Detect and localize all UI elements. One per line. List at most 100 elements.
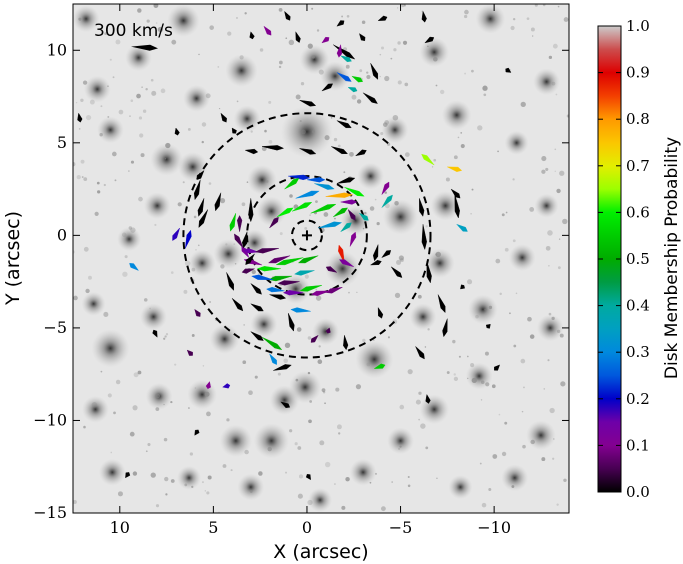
background-speckle (297, 446, 302, 450)
background-star-21 (430, 190, 461, 221)
background-speckle (324, 402, 326, 405)
velocity-arrow-108 (447, 166, 463, 172)
velocity-arrow-67 (442, 318, 448, 338)
background-speckle (362, 227, 365, 230)
y-tick-label: −10 (33, 410, 67, 429)
background-speckle (248, 390, 253, 396)
background-star-43 (187, 379, 217, 410)
background-speckle (165, 493, 168, 496)
background-speckle (311, 130, 315, 134)
velocity-arrow-11 (333, 207, 349, 218)
background-speckle (73, 295, 78, 301)
velocity-arrows (77, 10, 512, 481)
background-star-48 (237, 473, 265, 501)
background-speckle (99, 133, 103, 137)
velocity-arrow-55 (231, 298, 244, 312)
background-speckle (130, 227, 136, 233)
velocity-arrow-94 (321, 83, 334, 92)
background-speckle (464, 14, 468, 19)
velocity-arrow-24 (294, 270, 315, 276)
background-speckle (504, 421, 508, 425)
velocity-arrow-68 (437, 294, 446, 314)
y-tick-label: −15 (33, 503, 67, 522)
colorbar-label: Disk Membership Probability (662, 137, 682, 379)
background-speckle (191, 334, 195, 337)
background-star-47 (177, 465, 202, 490)
background-speckle (83, 177, 88, 182)
background-speckle (140, 153, 145, 158)
background-speckle (554, 148, 557, 151)
velocity-arrow-16 (243, 248, 259, 254)
velocity-arrow-25 (241, 268, 256, 274)
background-speckle (382, 122, 388, 127)
background-speckle (285, 37, 288, 40)
background-speckle (155, 22, 158, 24)
background-star-16 (213, 239, 244, 269)
background-speckle (425, 446, 429, 450)
background-speckle (522, 444, 526, 449)
velocity-arrow-9 (310, 203, 337, 214)
background-speckle (541, 169, 546, 174)
background-star-46 (98, 458, 126, 486)
velocity-arrow-124 (194, 429, 200, 436)
background-speckle (559, 170, 565, 176)
background-star-6 (320, 61, 350, 91)
velocity-arrow-99 (321, 36, 330, 44)
background-speckle (130, 99, 134, 102)
background-speckle (164, 476, 169, 482)
background-star-5 (225, 54, 258, 87)
background-speckle (541, 155, 547, 162)
background-speckle (91, 402, 98, 408)
background-star-26 (381, 116, 409, 144)
background-speckle (551, 316, 555, 321)
background-speckle (117, 491, 123, 497)
background-speckle (115, 379, 121, 385)
background-speckle (138, 196, 143, 202)
velocity-arrow-105 (377, 15, 388, 21)
velocity-arrow-119 (325, 327, 331, 334)
background-speckle (457, 136, 460, 139)
background-speckle (380, 506, 386, 512)
background-speckle (251, 269, 256, 275)
background-speckle (364, 211, 367, 215)
background-speckle (236, 100, 239, 103)
background-speckle (511, 485, 515, 488)
velocity-arrow-5 (325, 192, 354, 198)
colorbar-tick-label: 0.8 (626, 110, 650, 128)
background-speckle (510, 25, 515, 31)
background-speckle (348, 291, 350, 294)
background-speckle (323, 212, 329, 217)
background-speckle (501, 213, 505, 217)
background-speckle (187, 407, 190, 409)
background-speckle (296, 327, 302, 332)
background-star-53 (250, 310, 278, 338)
background-speckle (142, 109, 147, 113)
background-star-24 (534, 193, 559, 218)
background-speckle (384, 191, 387, 194)
background-speckle (73, 162, 76, 167)
background-speckle (121, 232, 127, 238)
background-speckle (227, 31, 232, 36)
colorbar-tick-label: 0.2 (626, 390, 650, 408)
background-speckle (154, 223, 157, 227)
colorbar-tick-label: 0.9 (626, 64, 650, 82)
background-speckle (244, 449, 249, 455)
background-speckle (259, 48, 264, 52)
background-speckle (384, 120, 390, 125)
background-star-50 (140, 303, 167, 331)
background-speckle (297, 493, 303, 499)
background-speckle (559, 333, 564, 338)
velocity-arrow-39 (358, 212, 369, 221)
velocity-arrow-26 (251, 274, 274, 280)
background-speckle (337, 144, 341, 148)
background-speckle (407, 369, 413, 375)
background-speckle (226, 418, 230, 422)
background-speckle (467, 279, 473, 285)
background-speckle (321, 388, 326, 392)
velocity-arrow-100 (263, 25, 272, 36)
velocity-scale-bar: 300 km/s (94, 21, 173, 51)
background-speckle (195, 249, 197, 251)
x-tick-label: 0 (302, 518, 312, 537)
background-speckle (75, 101, 78, 104)
background-speckle (520, 358, 526, 364)
